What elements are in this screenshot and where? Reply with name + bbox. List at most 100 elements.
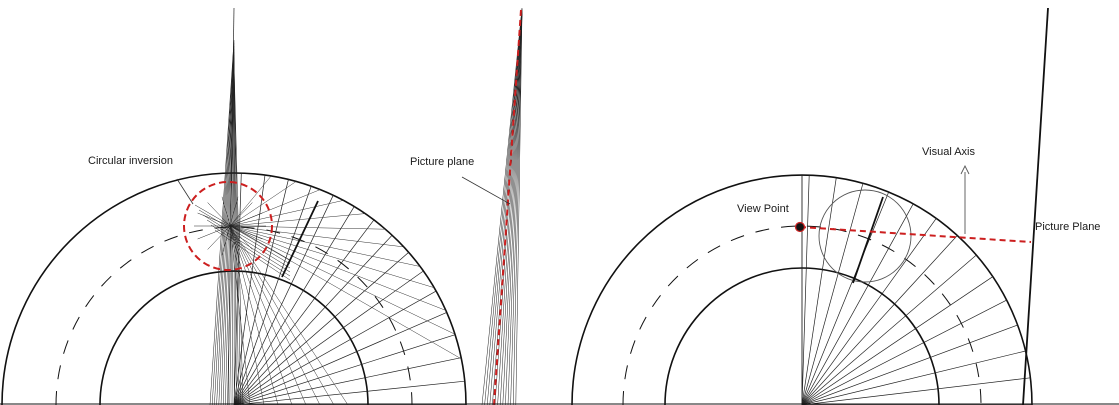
right-fan-ray [801, 218, 937, 405]
right-thick-segment [852, 196, 884, 284]
circular-inversion-label: Circular inversion [88, 155, 173, 167]
left-fan-ray [233, 312, 447, 405]
inversion-dashed-circle [183, 181, 273, 271]
inversion-web-line [194, 204, 291, 261]
center-converging-lines [481, 7, 523, 405]
inversion-web-line [206, 219, 291, 273]
left-fan-ray [233, 186, 312, 405]
right-dashed-arc [622, 225, 982, 405]
left-fan-chord [229, 225, 251, 405]
right-fan-ray [801, 175, 810, 405]
center-line [497, 10, 523, 405]
view-point-marker [796, 223, 804, 231]
left-fan-ray [233, 290, 437, 405]
center-red-dashed-line [493, 9, 522, 405]
inversion-web-line [198, 209, 291, 265]
visual-axis-arrowhead [960, 164, 970, 175]
left-inversion-line-bundle [194, 7, 291, 405]
inversion-web-line [207, 202, 231, 227]
right-fan-ray [801, 235, 958, 405]
left-fan-ray [233, 179, 289, 405]
left-fan-chord [229, 225, 421, 267]
right-fan-ray [801, 177, 837, 405]
left-fan-chord [229, 225, 335, 405]
center-picture-plane: Picture plane [410, 7, 523, 405]
left-fan-chord [229, 225, 404, 248]
left-ray-fan [229, 173, 466, 405]
right-fan-ray [801, 254, 977, 405]
left-fan-chord [229, 181, 297, 227]
center-line [515, 14, 523, 405]
left-fan-chord [229, 225, 307, 405]
right-ray-fan [801, 175, 1032, 405]
inversion-leader-line [176, 178, 194, 205]
left-fan-ray [233, 206, 355, 405]
left-fan-ray [233, 195, 334, 405]
inversion-web-line [229, 225, 239, 256]
left-fan-chord [229, 225, 435, 288]
left-fan-ray [233, 173, 242, 405]
left-fan-ray [233, 270, 424, 405]
inversion-web-line [221, 196, 231, 227]
right-fan-ray [801, 276, 994, 405]
center-line [502, 11, 523, 405]
left-fan-ray [233, 380, 465, 405]
left-spike-line [227, 7, 235, 405]
left-spike-line [216, 44, 235, 405]
right-fan-ray [801, 203, 914, 405]
inversion-web-line [229, 196, 239, 227]
left-fan-chord [229, 225, 462, 360]
picture-plane-label-right: Picture Plane [1035, 221, 1100, 233]
visual-axis-red-dashed-line [799, 226, 1032, 243]
left-spike-line [214, 42, 235, 405]
right-fan-ray [801, 350, 1026, 405]
inversion-web-line [214, 229, 291, 281]
left-fan-chord [229, 213, 366, 227]
right-fan-ray [801, 183, 864, 405]
left-spike-line [209, 39, 235, 405]
center-line [507, 12, 523, 405]
right-small-circle [818, 189, 912, 283]
picture-plane-right-line [1022, 7, 1049, 405]
left-spike-line [218, 45, 235, 405]
center-line [512, 13, 523, 405]
left-fan-ray [233, 219, 375, 405]
left-dashed-arc [55, 226, 413, 405]
center-line [481, 7, 523, 405]
inversion-web-line [207, 225, 231, 250]
left-fan-chord [229, 225, 456, 335]
left-fan-ray [233, 234, 393, 405]
right-fan-ray [801, 377, 1031, 405]
center-line [494, 10, 523, 405]
left-fan-ray [233, 357, 462, 405]
right-fan-ray [801, 191, 890, 405]
inversion-web-line [229, 202, 253, 227]
picture-plane-leader-line [461, 176, 511, 205]
left-figure: Circular inversion [1, 7, 467, 405]
left-fan-chord [229, 225, 321, 405]
left-thick-segment [281, 200, 319, 278]
inversion-web-line [229, 212, 263, 227]
view-point-marker-ring [794, 221, 806, 233]
left-fan-chord [229, 200, 344, 227]
view-point-label: View Point [737, 203, 789, 215]
center-line [510, 13, 523, 405]
right-fan-ray [801, 324, 1018, 405]
visual-axis-label: Visual Axis [922, 146, 975, 158]
left-fan-chord [229, 225, 293, 405]
picture-plane-label-left: Picture plane [410, 156, 474, 168]
left-fan-ray [233, 334, 456, 405]
right-figure: View Point Visual Axis Picture Plane [571, 7, 1100, 405]
left-fan-chord [229, 225, 349, 405]
inversion-web-line [202, 214, 291, 269]
inversion-web-line [210, 224, 291, 277]
inversion-web-line [229, 225, 253, 250]
left-fan-chord [229, 225, 265, 405]
left-fan-ray [233, 175, 266, 405]
left-fan-chord [229, 225, 386, 230]
left-fan-chord [229, 225, 446, 311]
center-line [499, 11, 523, 405]
center-line [505, 12, 523, 405]
